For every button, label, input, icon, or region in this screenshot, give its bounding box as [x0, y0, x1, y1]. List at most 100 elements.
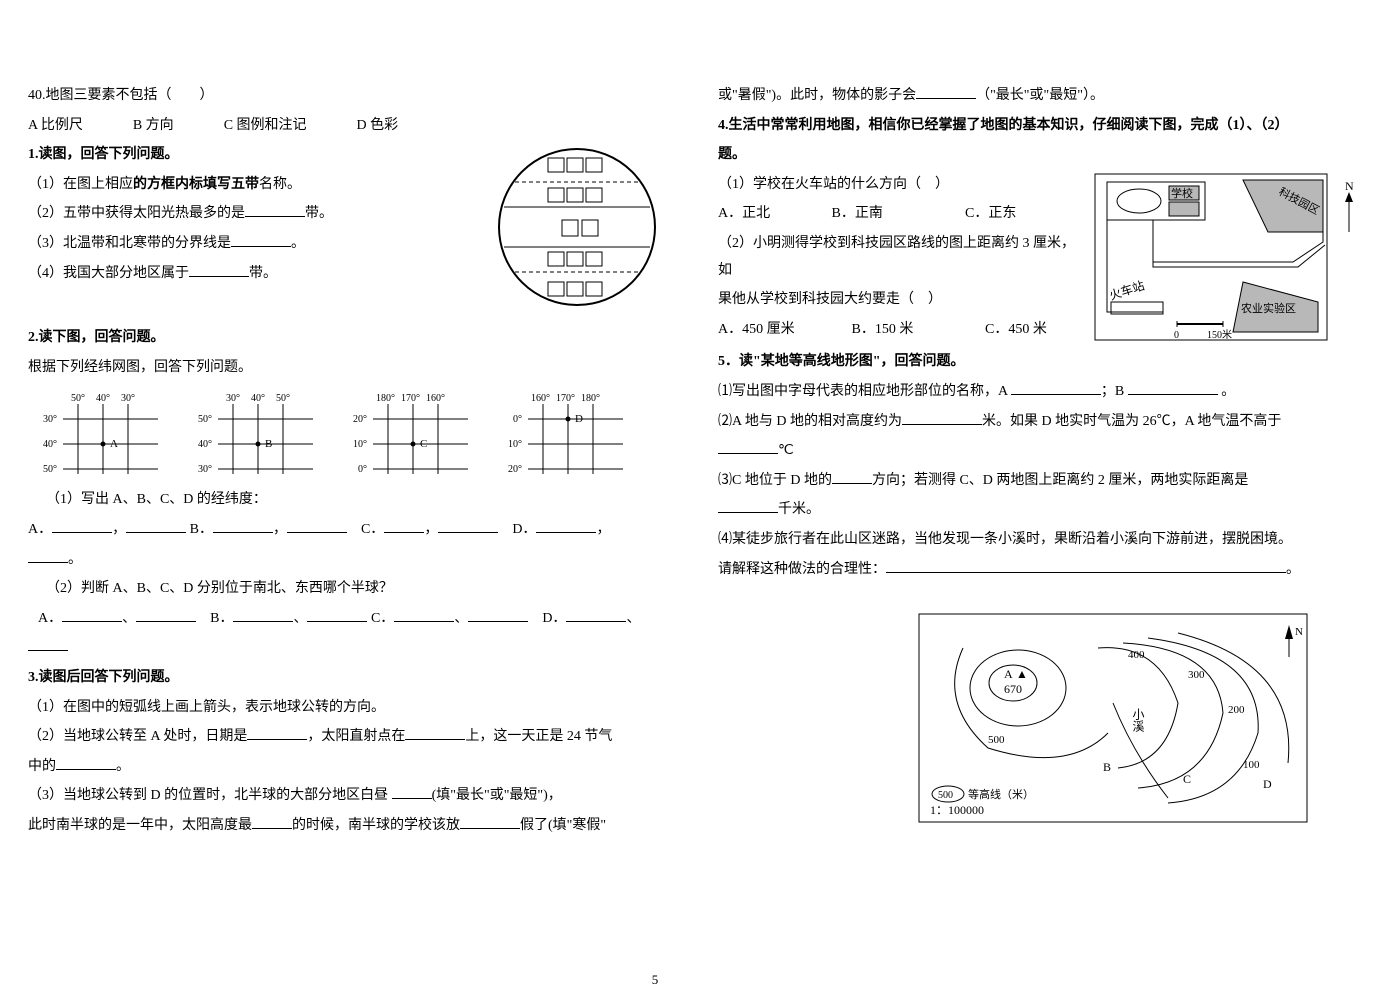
q5-3: ⑶C 地位于 D 地的方向；若测得 C、D 两地图上距离约 2 厘米，两地实际距…	[718, 468, 1363, 495]
svg-text:50°: 50°	[43, 464, 57, 475]
blank	[189, 263, 249, 277]
q1-2b: 带。	[305, 206, 333, 221]
blank	[62, 608, 122, 622]
svg-text:30°: 30°	[121, 393, 135, 404]
svg-text:160°: 160°	[531, 393, 550, 404]
svg-text:180°: 180°	[376, 393, 395, 404]
q3-cont: 或"暑假")。此时，物体的影子会 （"最长"或"最短"）。	[718, 83, 1363, 110]
q1-1-a: （1）在图上相应	[28, 177, 133, 192]
blank	[28, 549, 68, 563]
q5-1a: ⑴写出图中字母代表的相应地形部位的名称，A	[718, 384, 1011, 399]
blank	[287, 519, 347, 533]
q3-2b: ，太阳直射点在	[307, 729, 405, 744]
lblD2: D．	[542, 611, 566, 626]
q40-options: A 比例尺 B 方向 C 图例和注记 D 色彩	[28, 113, 662, 140]
blank	[718, 499, 778, 513]
sc: 、	[454, 611, 468, 626]
q3c-a: 或"暑假")。此时，物体的影子会	[718, 88, 916, 103]
q5-2b: 米。如果 D 地实时气温为 26℃，A 地气温不高于	[982, 414, 1281, 429]
svg-text:D: D	[575, 413, 583, 425]
q1-3b: 。	[291, 236, 305, 251]
grid-c: 180°170°160° 20°10°0° C	[348, 389, 478, 479]
blank	[405, 726, 465, 740]
grid-d: 160°170°180° 0°10°20° D	[503, 389, 633, 479]
svg-text:180°: 180°	[581, 393, 600, 404]
q3-3e: 假了(填"寒假"	[520, 818, 606, 833]
q3-2-cont: 中的。	[28, 754, 662, 781]
blank	[394, 608, 454, 622]
q4-title-b: 题。	[718, 142, 1363, 169]
svg-text:D: D	[1263, 777, 1272, 791]
q4-2c: C．450 米	[985, 322, 1047, 337]
blank	[28, 637, 68, 651]
blank	[1011, 381, 1101, 395]
comma: ，	[273, 522, 287, 537]
q3-3: （3）当地球公转到 D 的位置时，北半球的大部分地区白昼 (填"最长"或"最短"…	[28, 783, 662, 810]
svg-text:40°: 40°	[198, 439, 212, 450]
blank	[231, 233, 291, 247]
svg-text:农业实验区: 农业实验区	[1241, 301, 1296, 315]
q2-title: 2.读下图，回答问题。	[28, 325, 662, 352]
blank	[56, 756, 116, 770]
blank	[233, 608, 293, 622]
svg-text:▲: ▲	[1016, 667, 1028, 681]
svg-text:C: C	[1183, 772, 1191, 786]
q2-2-answers: A．、 B．、 C．、 D．、	[38, 606, 662, 633]
comma: ，	[596, 522, 610, 537]
svg-text:等高线（米）: 等高线（米）	[968, 787, 1034, 801]
q3c-b: （"最长"或"最短"）。	[976, 88, 1104, 103]
sc: 、	[626, 611, 640, 626]
q3-2e: 。	[116, 759, 130, 774]
blank	[460, 815, 520, 829]
q3-3d: 的时候，南半球的学校该放	[292, 818, 460, 833]
q5-4c: 。	[1286, 562, 1300, 577]
blank	[384, 519, 424, 533]
q2-1-cont: 。	[28, 547, 662, 574]
lblC: C．	[361, 522, 384, 537]
q3-2: （2）当地球公转至 A 处时，日期是，太阳直射点在上，这一天正是 24 节气	[28, 724, 662, 751]
svg-text:0°: 0°	[358, 464, 367, 475]
blank	[392, 785, 432, 799]
svg-text:40°: 40°	[43, 439, 57, 450]
q2-2: （2）判断 A、B、C、D 分别位于南北、东西哪个半球？	[46, 576, 662, 603]
svg-text:40°: 40°	[251, 393, 265, 404]
svg-text:170°: 170°	[401, 393, 420, 404]
blank	[902, 411, 982, 425]
svg-text:50°: 50°	[71, 393, 85, 404]
q3-title: 3.读图后回答下列问题。	[28, 665, 662, 692]
svg-text:A: A	[110, 438, 118, 450]
q1-1-b: 的方框内标填写五带	[133, 177, 259, 192]
q3-1: （1）在图中的短弧线上画上箭头，表示地球公转的方向。	[28, 695, 662, 722]
blank	[52, 519, 112, 533]
svg-text:300: 300	[1188, 669, 1205, 681]
lblD: D．	[512, 522, 536, 537]
q4-title: 4.生活中常常利用地图，相信你已经掌握了地图的基本知识，仔细阅读下图，完成（1）…	[718, 113, 1363, 140]
q40-stem: 40.地图三要素不包括（ ）	[28, 83, 662, 110]
svg-text:10°: 10°	[353, 439, 367, 450]
svg-text:50°: 50°	[276, 393, 290, 404]
lblA: A．	[28, 522, 52, 537]
svg-text:170°: 170°	[556, 393, 575, 404]
q5-3b: 方向；若测得 C、D 两地图上距离约 2 厘米，两地实际距离是	[872, 473, 1248, 488]
q5-1c: 。	[1218, 384, 1236, 399]
svg-text:50°: 50°	[198, 414, 212, 425]
q40-opt-a: A 比例尺	[28, 113, 83, 140]
q5-2a: ⑵A 地与 D 地的相对高度约为	[718, 414, 902, 429]
sc: 、	[122, 611, 136, 626]
svg-text:B: B	[1103, 760, 1111, 774]
blank	[832, 470, 872, 484]
q1-4b: 带。	[249, 266, 277, 281]
svg-text:40°: 40°	[96, 393, 110, 404]
q5-2c: ℃	[778, 443, 794, 458]
lblA2: A．	[38, 611, 62, 626]
q4-1b: B．正南	[832, 201, 962, 228]
q5-4b: 请解释这种做法的合理性：。	[718, 557, 1363, 584]
svg-text:C: C	[420, 438, 427, 450]
svg-text:30°: 30°	[43, 414, 57, 425]
svg-text:学校: 学校	[1171, 186, 1193, 200]
blank	[468, 608, 528, 622]
topo-figure: N A ▲ 670 500 400 300 200 100	[918, 613, 1363, 823]
grid-row: 50°40°30° 30°40°50° A 30°40°50° 50°40°30…	[38, 389, 662, 479]
blank	[245, 203, 305, 217]
q3-3b: (填"最长"或"最短")，	[432, 788, 562, 803]
